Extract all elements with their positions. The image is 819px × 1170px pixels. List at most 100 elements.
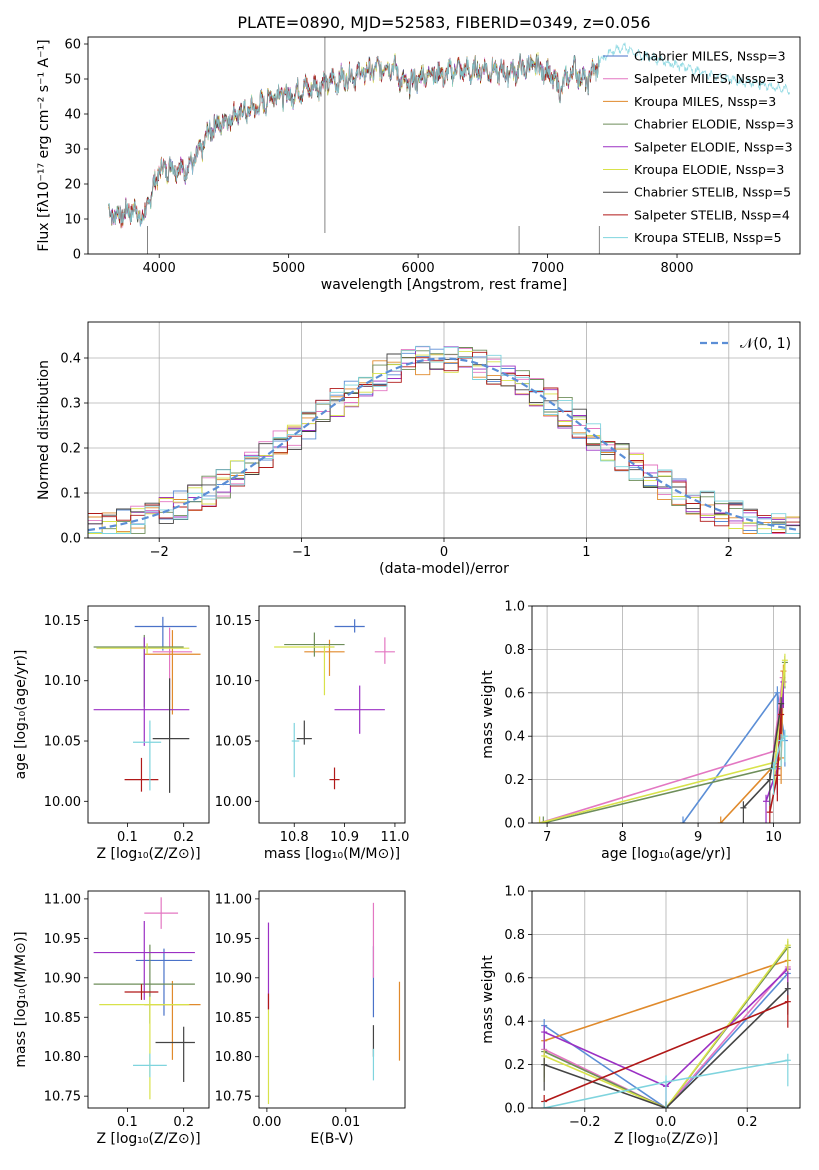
legend-entry: Salpeter STELIB, Nssp=4	[634, 207, 790, 222]
weight-series	[770, 729, 788, 795]
y-tick-label: 0.0	[60, 532, 81, 547]
x-tick-label: 0.2	[173, 1115, 194, 1130]
x-axis-label: Z [log₁₀(Z/Z⊙)]	[96, 846, 200, 862]
y-tick-label: 10.85	[215, 1011, 252, 1026]
data-point	[93, 920, 195, 1000]
x-tick-label: 11.0	[380, 830, 409, 845]
y-tick-label: 0.2	[60, 442, 81, 457]
axes-frame	[87, 605, 210, 824]
x-tick-label: 8	[618, 830, 626, 845]
legend-entry: Kroupa MILES, Nssp=3	[634, 94, 776, 109]
weight-line	[543, 966, 789, 1108]
y-tick-label: 1.0	[504, 885, 525, 900]
data-point	[144, 630, 201, 715]
x-tick-label: 0.1	[117, 1115, 138, 1130]
x-tick-label: −2	[150, 545, 169, 560]
axes-frame	[87, 36, 801, 255]
y-tick-label: 10.95	[215, 932, 252, 947]
x-tick-label: 2	[725, 545, 733, 560]
data-point	[334, 619, 365, 633]
data-point	[334, 685, 385, 734]
weight-line	[543, 988, 789, 1108]
y-tick-label: 10.15	[44, 614, 81, 629]
x-tick-label: 10.9	[330, 830, 359, 845]
y-tick-label: 10.00	[215, 795, 252, 810]
legend-entry: Chabrier STELIB, Nssp=5	[634, 185, 791, 200]
x-tick-label: 0.2	[737, 1115, 758, 1130]
x-axis-label: age [log₁₀(age/yr)]	[601, 846, 731, 862]
ticks: 0.00 0.01 10.75 10.80 10.85 10.90 10.95 11.00	[215, 892, 361, 1130]
y-axis-label: mass weight	[480, 955, 496, 1044]
x-axis-label: Z [log₁₀(Z/Z⊙)]	[96, 1131, 200, 1147]
y-tick-label: 0	[73, 248, 81, 263]
ticks: 0.1 0.2 10.75 10.80 10.85 10.90 10.95 11.00	[44, 892, 194, 1130]
panel-residuals: −2 −1 0 1 2 0.0 0.1 0.2 0.3 0.4 (data-model)/error…	[36, 321, 801, 577]
plot-area	[267, 902, 401, 1105]
x-tick-label: −0.2	[569, 1115, 601, 1130]
legend: 𝒩(0, 1)	[700, 336, 791, 352]
y-axis-label: Flux [fλ10⁻¹⁷ erg cm⁻² s⁻¹ A⁻¹]	[36, 39, 52, 251]
y-tick-label: 0.8	[504, 928, 525, 943]
x-tick-label: 6000	[402, 261, 435, 276]
y-axis-label: age [log₁₀(age/yr)]	[13, 650, 29, 780]
y-tick-label: 0.6	[504, 686, 525, 701]
data-point	[274, 645, 335, 696]
y-tick-label: 0.0	[504, 1102, 525, 1117]
y-tick-label: 10.10	[44, 674, 81, 689]
weight-line	[539, 660, 786, 823]
axes-frame	[258, 890, 406, 1109]
legend-entry: Chabrier ELODIE, Nssp=3	[634, 117, 794, 132]
x-axis-label: E(B-V)	[310, 1131, 353, 1147]
y-tick-label: 0.2	[504, 1058, 525, 1073]
ticks: 4000 5000 6000 7000 8000 0 10 20 30 40 50 60	[64, 38, 693, 277]
x-tick-label: 10.8	[280, 830, 309, 845]
x-tick-label: 10	[765, 830, 782, 845]
panel-spectrum: 4000 5000 6000 7000 8000 0 10 20 30 40 50 60 wavelen…	[36, 36, 801, 293]
ticks: 0.1 0.2 10.00 10.05 10.10 10.15	[44, 614, 194, 845]
plot-area	[541, 938, 791, 1108]
data-point	[291, 722, 300, 778]
legend-entry: Chabrier MILES, Nssp=3	[634, 49, 786, 64]
y-tick-label: 0.0	[504, 817, 525, 832]
y-tick-label: 10.15	[215, 614, 252, 629]
chart-title: PLATE=0890, MJD=52583, FIBERID=0349, z=0…	[237, 13, 650, 32]
spectrum-model-line	[108, 42, 790, 227]
y-tick-label: 11.00	[44, 892, 81, 907]
y-tick-label: 0.3	[60, 397, 81, 412]
legend: Chabrier MILES, Nssp=3 Salpeter MILES, Ns…	[603, 49, 794, 245]
y-tick-label: 30	[64, 143, 81, 158]
y-tick-label: 20	[64, 178, 81, 193]
weight-line	[543, 1000, 789, 1103]
y-axis-label: mass weight	[480, 670, 496, 759]
data-point	[93, 637, 190, 746]
data-point	[99, 996, 190, 1100]
legend-entry: 𝒩(0, 1)	[740, 336, 791, 352]
y-tick-label: 10.00	[44, 795, 81, 810]
data-point	[329, 767, 340, 790]
y-tick-label: 10.75	[215, 1090, 252, 1105]
y-tick-label: 10.90	[44, 971, 81, 986]
weight-line	[543, 946, 789, 1108]
x-tick-label: 0.2	[173, 830, 194, 845]
weight-series	[540, 655, 788, 823]
y-tick-label: 0.1	[60, 487, 81, 502]
legend-entry: Salpeter MILES, Nssp=3	[634, 71, 784, 86]
x-axis-label: (data-model)/error	[379, 561, 509, 577]
x-axis-label: wavelength [Angstrom, rest frame]	[321, 277, 567, 293]
panel-mass-weight-vs-age: 7 8 9 10 0.0 0.2 0.4 0.6 0.8 1.0 age [log₁₀(age/yr…	[480, 600, 801, 862]
data-point	[284, 632, 345, 657]
y-tick-label: 40	[64, 108, 81, 123]
residual-histogram	[88, 351, 800, 533]
data-point	[133, 720, 162, 791]
data-point	[374, 637, 395, 664]
x-tick-label: 5000	[272, 261, 305, 276]
x-tick-label: −1	[292, 545, 311, 560]
x-tick-label: 0.00	[252, 1115, 281, 1130]
panel-age-vs-mass: 10.8 10.9 11.0 10.00 10.05 10.10 10.15 mass [lo…	[215, 605, 409, 862]
y-tick-label: 10.95	[44, 932, 81, 947]
y-tick-label: 0.4	[504, 1015, 525, 1030]
y-tick-label: 10.05	[44, 735, 81, 750]
data-point	[152, 678, 190, 793]
ticks: −0.2 0.0 0.2 0.0 0.2 0.4 0.6 0.8 1.0	[504, 885, 757, 1131]
